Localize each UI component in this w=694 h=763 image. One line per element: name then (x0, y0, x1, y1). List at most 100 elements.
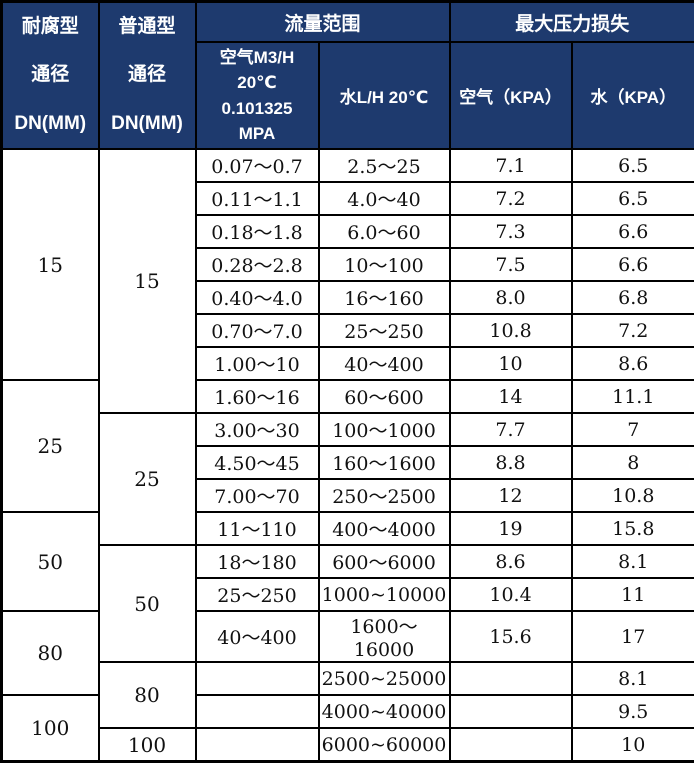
water-loss-cell: 15.8 (572, 512, 694, 545)
water-loss-cell: 11 (572, 578, 694, 611)
water-flow-cell: 2.5～25 (319, 149, 450, 182)
air-flow-cell: 18～180 (196, 545, 319, 578)
air-loss-cell: 19 (450, 512, 572, 545)
water-flow-cell: 2500~25000 (319, 662, 450, 695)
air-flow-cell: 11～110 (196, 512, 319, 545)
water-loss-cell: 10.8 (572, 479, 694, 512)
air-flow-cell: 0.70～7.0 (196, 314, 319, 347)
air-flow-cell: 0.18～1.8 (196, 215, 319, 248)
table-row: 80 2500~25000 8.1 (2, 662, 694, 695)
dn-corrosion-cell: 100 (2, 695, 99, 761)
air-loss-cell (450, 662, 572, 695)
header-corrosion-dn: 耐腐型 通径 DN(MM) (2, 2, 99, 150)
water-flow-cell: 25～250 (319, 314, 450, 347)
air-flow-cell: 1.60～16 (196, 380, 319, 413)
air-flow-cell: 3.00～30 (196, 413, 319, 446)
water-flow-cell: 160～1600 (319, 446, 450, 479)
air-loss-cell: 7.3 (450, 215, 572, 248)
table-row: 50 18～180 600～6000 8.6 8.1 (2, 545, 694, 578)
water-flow-cell: 40～400 (319, 347, 450, 380)
air-flow-cell: 0.40～4.0 (196, 281, 319, 314)
water-flow-cell: 6000~60000 (319, 728, 450, 761)
water-loss-cell: 9.5 (572, 695, 694, 728)
water-flow-cell: 1000~10000 (319, 578, 450, 611)
dn-normal-cell: 80 (99, 662, 196, 728)
water-loss-cell: 8 (572, 446, 694, 479)
table-row: 100 6000~60000 10 (2, 728, 694, 761)
air-flow-cell: 0.28～2.8 (196, 248, 319, 281)
dn-normal-cell: 50 (99, 545, 196, 662)
water-flow-cell: 60～600 (319, 380, 450, 413)
header-water-kpa: 水（KPA） (572, 42, 694, 149)
water-loss-cell: 10 (572, 728, 694, 761)
air-flow-cell: 0.07～0.7 (196, 149, 319, 182)
water-flow-cell: 100～1000 (319, 413, 450, 446)
air-loss-cell: 8.6 (450, 545, 572, 578)
dn-corrosion-cell: 15 (2, 149, 99, 380)
water-loss-cell: 11.1 (572, 380, 694, 413)
air-flow-cell (196, 695, 319, 728)
water-flow-cell: 600～6000 (319, 545, 450, 578)
air-loss-cell: 7.7 (450, 413, 572, 446)
water-loss-cell: 6.5 (572, 149, 694, 182)
water-flow-cell: 4000~40000 (319, 695, 450, 728)
water-flow-cell: 16～160 (319, 281, 450, 314)
air-loss-cell: 15.6 (450, 611, 572, 662)
water-flow-cell: 4.0～40 (319, 182, 450, 215)
water-loss-cell: 6.6 (572, 248, 694, 281)
water-loss-cell: 17 (572, 611, 694, 662)
air-flow-cell: 4.50～45 (196, 446, 319, 479)
air-flow-cell: 0.11～1.1 (196, 182, 319, 215)
air-loss-cell (450, 728, 572, 761)
water-loss-cell: 6.6 (572, 215, 694, 248)
header-pressure-loss-group: 最大压力损失 (450, 2, 694, 43)
water-loss-cell: 7 (572, 413, 694, 446)
air-loss-cell: 12 (450, 479, 572, 512)
dn-normal-cell: 100 (99, 728, 196, 761)
air-flow-cell: 1.00～10 (196, 347, 319, 380)
dn-corrosion-cell: 80 (2, 611, 99, 695)
table-body: 15 15 0.07～0.7 2.5～25 7.1 6.5 0.11～1.1 4… (2, 149, 694, 761)
header-air-flow: 空气M3/H 20℃ 0.101325 MPA (196, 42, 319, 149)
header-water-flow: 水L/H 20℃ (319, 42, 450, 149)
air-loss-cell: 7.2 (450, 182, 572, 215)
air-loss-cell: 14 (450, 380, 572, 413)
air-flow-cell: 40～400 (196, 611, 319, 662)
air-loss-cell: 10 (450, 347, 572, 380)
water-flow-cell: 10～100 (319, 248, 450, 281)
air-loss-cell: 7.1 (450, 149, 572, 182)
table-row: 15 15 0.07～0.7 2.5～25 7.1 6.5 (2, 149, 694, 182)
dn-normal-cell: 25 (99, 413, 196, 545)
header-normal-dn: 普通型 通径 DN(MM) (99, 2, 196, 150)
header-flow-range-group: 流量范围 (196, 2, 450, 43)
air-loss-cell (450, 695, 572, 728)
air-flow-cell (196, 728, 319, 761)
air-loss-cell: 8.0 (450, 281, 572, 314)
dn-corrosion-cell: 50 (2, 512, 99, 611)
water-flow-cell: 400～4000 (319, 512, 450, 545)
water-flow-cell: 250～2500 (319, 479, 450, 512)
table-header: 耐腐型 通径 DN(MM) 普通型 通径 DN(MM) 流量范围 最大压力损失 … (2, 2, 694, 150)
dn-normal-cell: 15 (99, 149, 196, 413)
water-loss-cell: 8.6 (572, 347, 694, 380)
air-loss-cell: 7.5 (450, 248, 572, 281)
water-loss-cell: 8.1 (572, 545, 694, 578)
air-flow-cell (196, 662, 319, 695)
dn-corrosion-cell: 25 (2, 380, 99, 512)
water-flow-cell: 1600～16000 (319, 611, 450, 662)
air-loss-cell: 10.8 (450, 314, 572, 347)
air-flow-cell: 25～250 (196, 578, 319, 611)
water-flow-cell: 6.0～60 (319, 215, 450, 248)
air-loss-cell: 10.4 (450, 578, 572, 611)
water-loss-cell: 7.2 (572, 314, 694, 347)
air-loss-cell: 8.8 (450, 446, 572, 479)
water-loss-cell: 6.5 (572, 182, 694, 215)
header-group-row: 耐腐型 通径 DN(MM) 普通型 通径 DN(MM) 流量范围 最大压力损失 (2, 2, 694, 43)
air-flow-cell: 7.00～70 (196, 479, 319, 512)
water-loss-cell: 8.1 (572, 662, 694, 695)
water-loss-cell: 6.8 (572, 281, 694, 314)
header-air-kpa: 空气（KPA） (450, 42, 572, 149)
table-row: 25 3.00～30 100～1000 7.7 7 (2, 413, 694, 446)
